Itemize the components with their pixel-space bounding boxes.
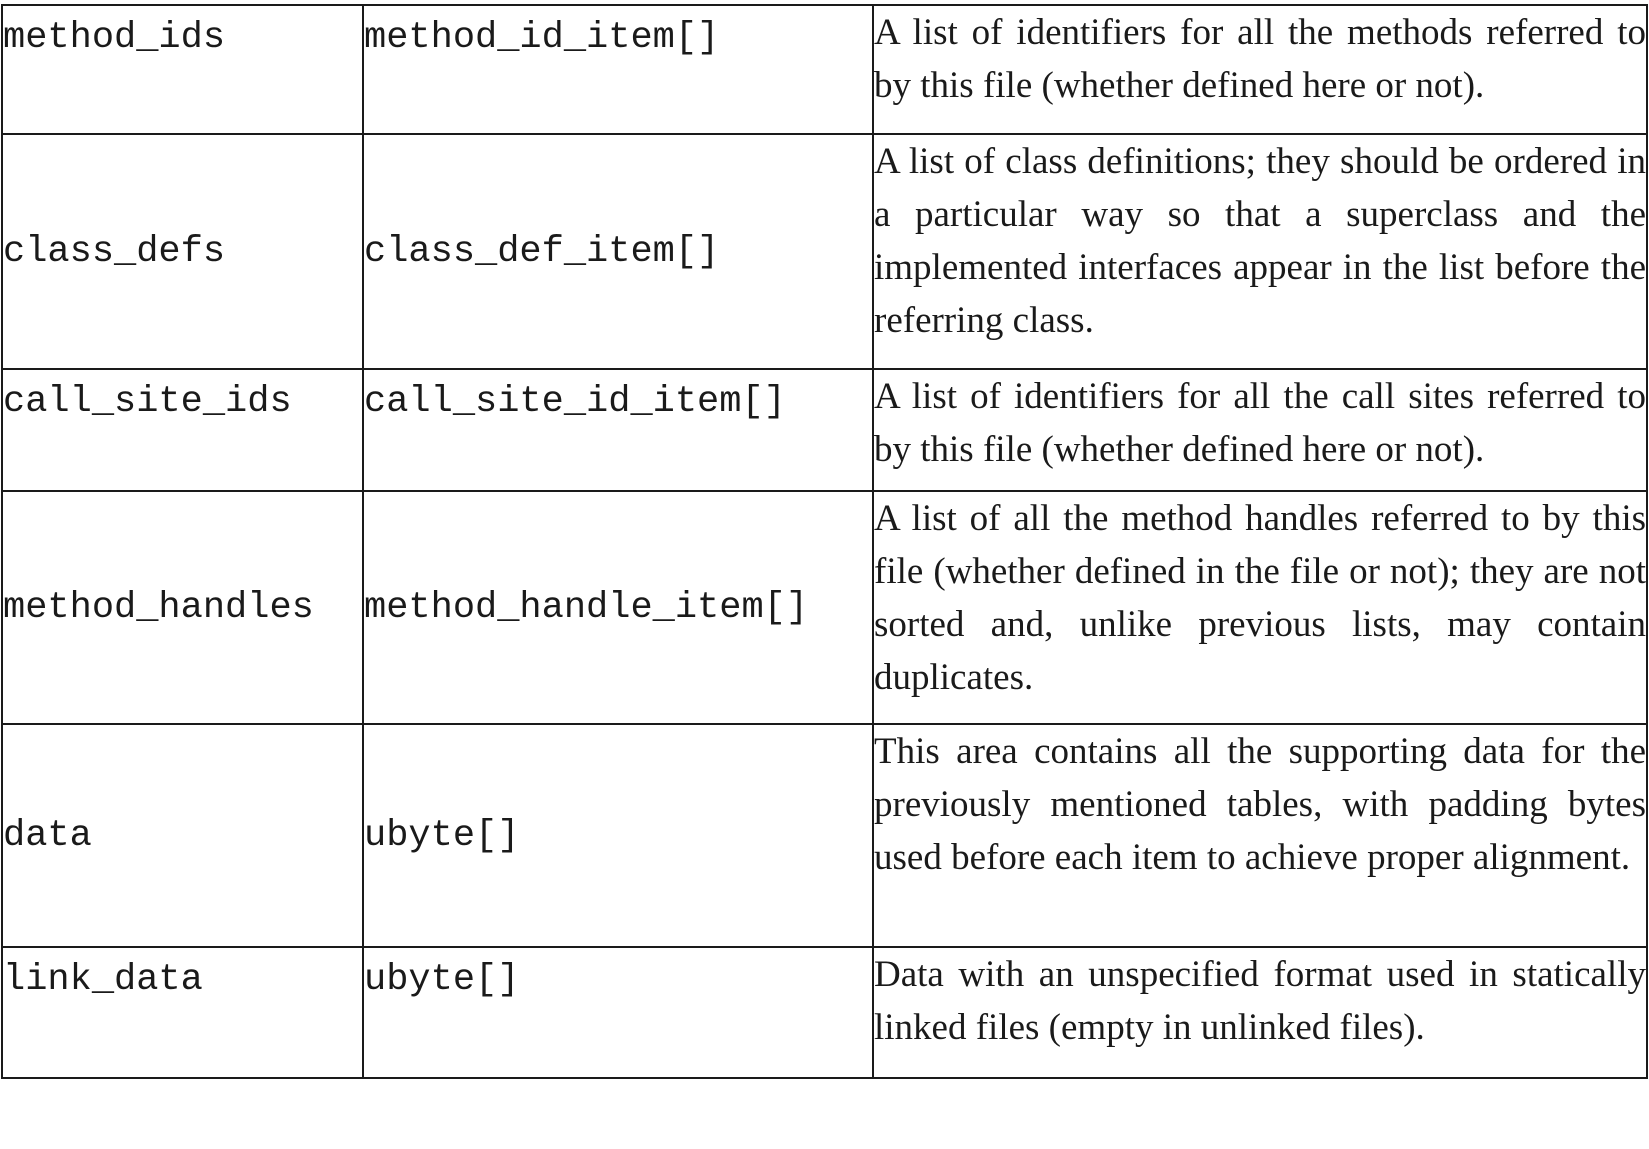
- table-row: method_ids method_id_item[] A list of id…: [1, 4, 1648, 135]
- field-type-cell: method_id_item[]: [362, 4, 874, 135]
- field-name-cell: call_site_ids: [1, 368, 364, 492]
- field-name-cell: method_handles: [1, 490, 364, 725]
- field-name-cell: data: [1, 723, 364, 948]
- field-description-cell: A list of identifiers for all the method…: [872, 4, 1648, 135]
- field-description-cell: A list of all the method handles referre…: [872, 490, 1648, 725]
- field-description-cell: A list of identifiers for all the call s…: [872, 368, 1648, 492]
- field-description-cell: This area contains all the supporting da…: [872, 723, 1648, 948]
- table-row: method_handles method_handle_item[] A li…: [1, 490, 1648, 725]
- field-type-cell: call_site_id_item[]: [362, 368, 874, 492]
- field-description-cell: Data with an unspecified format used in …: [872, 946, 1648, 1079]
- table-row: class_defs class_def_item[] A list of cl…: [1, 133, 1648, 370]
- table-row: link_data ubyte[] Data with an unspecifi…: [1, 946, 1648, 1079]
- field-name-cell: class_defs: [1, 133, 364, 370]
- field-type-cell: class_def_item[]: [362, 133, 874, 370]
- field-type-cell: ubyte[]: [362, 946, 874, 1079]
- field-description-cell: A list of class definitions; they should…: [872, 133, 1648, 370]
- table-row: call_site_ids call_site_id_item[] A list…: [1, 368, 1648, 492]
- dex-file-structure-table: method_ids method_id_item[] A list of id…: [1, 4, 1648, 1079]
- field-type-cell: method_handle_item[]: [362, 490, 874, 725]
- field-name-cell: method_ids: [1, 4, 364, 135]
- field-name-cell: link_data: [1, 946, 364, 1079]
- field-type-cell: ubyte[]: [362, 723, 874, 948]
- table-row: data ubyte[] This area contains all the …: [1, 723, 1648, 948]
